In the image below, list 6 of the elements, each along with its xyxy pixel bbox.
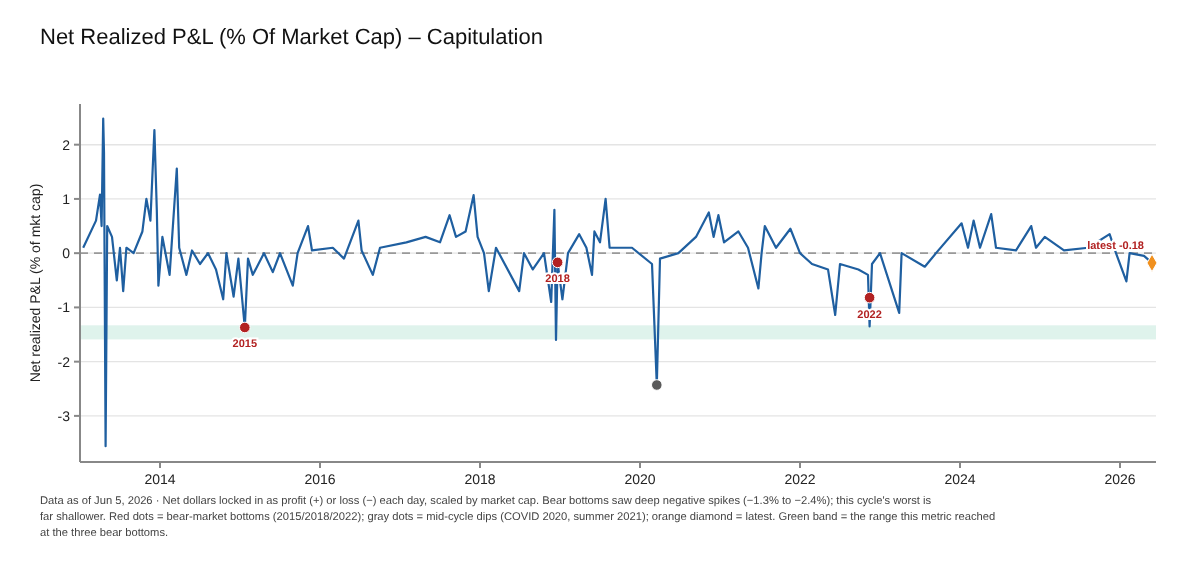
chart-title: Net Realized P&L (% Of Market Cap) – Capitulation [40, 26, 543, 50]
point [651, 379, 663, 391]
point [863, 291, 876, 304]
point [239, 321, 251, 334]
line-series [82, 117, 1154, 448]
point [551, 256, 564, 269]
